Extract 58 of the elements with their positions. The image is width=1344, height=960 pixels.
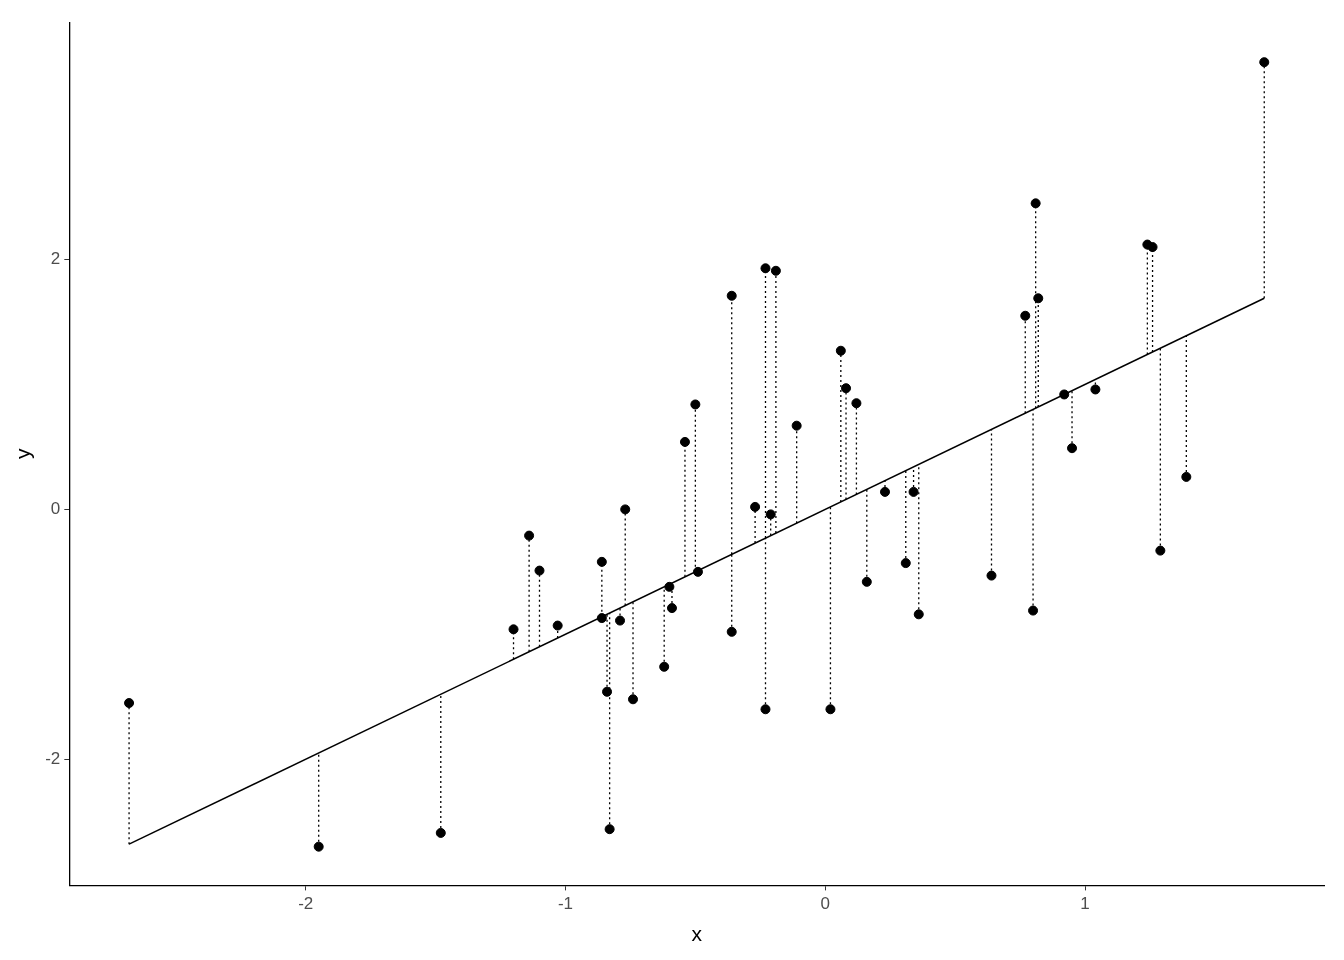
point xyxy=(913,609,924,620)
point xyxy=(596,613,607,624)
point xyxy=(1147,242,1158,253)
x-tick-label: -2 xyxy=(298,894,314,914)
point xyxy=(835,345,846,356)
y-tick-label: 0 xyxy=(50,499,61,519)
point xyxy=(841,383,852,394)
point xyxy=(1181,471,1192,482)
point xyxy=(435,827,446,838)
point xyxy=(690,399,701,410)
point xyxy=(861,576,872,587)
point xyxy=(659,661,670,672)
point xyxy=(524,530,535,541)
point xyxy=(750,501,761,512)
x-axis-title: x xyxy=(691,922,703,946)
y-axis-title: y xyxy=(11,448,35,460)
point xyxy=(615,615,626,626)
point xyxy=(900,558,911,569)
point xyxy=(760,263,771,274)
point xyxy=(1090,384,1101,395)
point xyxy=(1033,293,1044,304)
point xyxy=(726,626,737,637)
point xyxy=(628,694,639,705)
x-tick-label: 0 xyxy=(820,894,830,914)
point xyxy=(552,620,563,631)
point xyxy=(1067,443,1078,454)
x-tick-label: -1 xyxy=(557,894,574,914)
point xyxy=(124,698,135,709)
point xyxy=(604,824,615,835)
point xyxy=(726,290,737,301)
point xyxy=(664,581,675,592)
x-tick-label: 1 xyxy=(1080,894,1090,914)
point xyxy=(1155,545,1166,556)
point xyxy=(1059,389,1070,400)
point xyxy=(1028,605,1039,616)
point xyxy=(770,265,781,276)
point xyxy=(1020,310,1031,321)
point xyxy=(765,509,776,520)
point xyxy=(313,841,324,852)
point xyxy=(791,420,802,431)
point xyxy=(1030,198,1041,209)
point xyxy=(666,603,677,614)
point xyxy=(986,570,997,581)
point xyxy=(508,624,519,635)
point xyxy=(534,565,545,576)
point xyxy=(679,436,690,447)
y-tick-label: 2 xyxy=(50,249,61,269)
point xyxy=(851,398,862,409)
point xyxy=(620,504,631,515)
point xyxy=(879,486,890,497)
point xyxy=(760,704,771,715)
point xyxy=(692,566,703,577)
point xyxy=(908,486,919,497)
point xyxy=(602,686,613,697)
y-tick-label: -2 xyxy=(45,748,61,768)
point xyxy=(825,704,836,715)
point xyxy=(1259,57,1270,68)
point xyxy=(596,556,607,567)
